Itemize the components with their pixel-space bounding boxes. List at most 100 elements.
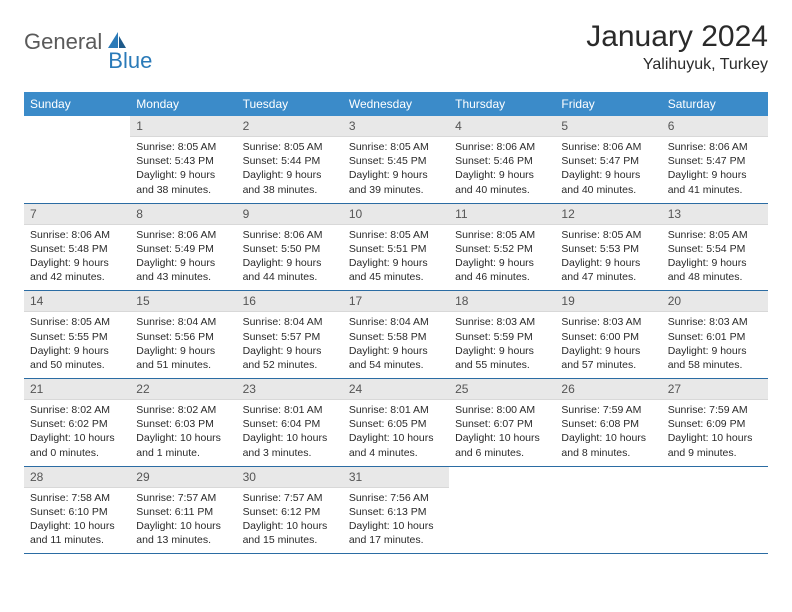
day-details: Sunrise: 7:57 AMSunset: 6:11 PMDaylight:… <box>130 488 236 554</box>
sunset-text: Sunset: 5:44 PM <box>243 154 337 168</box>
sunset-text: Sunset: 5:46 PM <box>455 154 549 168</box>
day-number: 1 <box>130 116 236 137</box>
daylight-text-1: Daylight: 10 hours <box>243 519 337 533</box>
day-number: 23 <box>237 379 343 400</box>
day-cell-2: 2Sunrise: 8:05 AMSunset: 5:44 PMDaylight… <box>237 116 343 203</box>
daylight-text-1: Daylight: 9 hours <box>136 168 230 182</box>
daylight-text-2: and 47 minutes. <box>561 270 655 284</box>
daylight-text-2: and 4 minutes. <box>349 446 443 460</box>
sunrise-text: Sunrise: 8:06 AM <box>561 140 655 154</box>
day-details: Sunrise: 8:01 AMSunset: 6:05 PMDaylight:… <box>343 400 449 466</box>
sunrise-text: Sunrise: 8:05 AM <box>30 315 124 329</box>
day-number: 2 <box>237 116 343 137</box>
day-cell-24: 24Sunrise: 8:01 AMSunset: 6:05 PMDayligh… <box>343 379 449 467</box>
day-cell-14: 14Sunrise: 8:05 AMSunset: 5:55 PMDayligh… <box>24 291 130 379</box>
day-details: Sunrise: 8:04 AMSunset: 5:58 PMDaylight:… <box>343 312 449 378</box>
sunrise-text: Sunrise: 8:06 AM <box>136 228 230 242</box>
sunrise-text: Sunrise: 8:01 AM <box>349 403 443 417</box>
sunset-text: Sunset: 6:00 PM <box>561 330 655 344</box>
day-number: 29 <box>130 467 236 488</box>
daylight-text-1: Daylight: 9 hours <box>455 344 549 358</box>
day-cell-empty: .. <box>662 466 768 554</box>
sunrise-text: Sunrise: 8:00 AM <box>455 403 549 417</box>
weekday-friday: Friday <box>555 92 661 116</box>
sunset-text: Sunset: 6:02 PM <box>30 417 124 431</box>
daylight-text-1: Daylight: 9 hours <box>243 256 337 270</box>
day-details: Sunrise: 8:05 AMSunset: 5:53 PMDaylight:… <box>555 225 661 291</box>
sunrise-text: Sunrise: 7:57 AM <box>243 491 337 505</box>
sunset-text: Sunset: 5:52 PM <box>455 242 549 256</box>
day-cell-16: 16Sunrise: 8:04 AMSunset: 5:57 PMDayligh… <box>237 291 343 379</box>
daylight-text-2: and 39 minutes. <box>349 183 443 197</box>
sunset-text: Sunset: 6:10 PM <box>30 505 124 519</box>
day-cell-23: 23Sunrise: 8:01 AMSunset: 6:04 PMDayligh… <box>237 379 343 467</box>
day-number: 26 <box>555 379 661 400</box>
day-number: 3 <box>343 116 449 137</box>
week-row: ..1Sunrise: 8:05 AMSunset: 5:43 PMDaylig… <box>24 116 768 203</box>
weekday-monday: Monday <box>130 92 236 116</box>
day-number: 11 <box>449 204 555 225</box>
day-details: Sunrise: 8:02 AMSunset: 6:02 PMDaylight:… <box>24 400 130 466</box>
sunrise-text: Sunrise: 8:06 AM <box>455 140 549 154</box>
sunrise-text: Sunrise: 8:02 AM <box>30 403 124 417</box>
day-cell-31: 31Sunrise: 7:56 AMSunset: 6:13 PMDayligh… <box>343 466 449 554</box>
day-cell-20: 20Sunrise: 8:03 AMSunset: 6:01 PMDayligh… <box>662 291 768 379</box>
sunset-text: Sunset: 5:45 PM <box>349 154 443 168</box>
day-details: Sunrise: 8:06 AMSunset: 5:46 PMDaylight:… <box>449 137 555 203</box>
day-cell-7: 7Sunrise: 8:06 AMSunset: 5:48 PMDaylight… <box>24 203 130 291</box>
daylight-text-2: and 40 minutes. <box>455 183 549 197</box>
daylight-text-2: and 38 minutes. <box>136 183 230 197</box>
day-number: 25 <box>449 379 555 400</box>
sunset-text: Sunset: 5:57 PM <box>243 330 337 344</box>
daylight-text-2: and 1 minute. <box>136 446 230 460</box>
day-number: 22 <box>130 379 236 400</box>
daylight-text-2: and 55 minutes. <box>455 358 549 372</box>
day-details: Sunrise: 8:05 AMSunset: 5:44 PMDaylight:… <box>237 137 343 203</box>
sunrise-text: Sunrise: 8:06 AM <box>243 228 337 242</box>
daylight-text-1: Daylight: 9 hours <box>349 344 443 358</box>
daylight-text-2: and 51 minutes. <box>136 358 230 372</box>
sunrise-text: Sunrise: 7:59 AM <box>561 403 655 417</box>
day-number: 18 <box>449 291 555 312</box>
sunset-text: Sunset: 5:43 PM <box>136 154 230 168</box>
sunrise-text: Sunrise: 8:04 AM <box>243 315 337 329</box>
day-number: 4 <box>449 116 555 137</box>
week-row: 21Sunrise: 8:02 AMSunset: 6:02 PMDayligh… <box>24 379 768 467</box>
day-cell-5: 5Sunrise: 8:06 AMSunset: 5:47 PMDaylight… <box>555 116 661 203</box>
sunrise-text: Sunrise: 8:01 AM <box>243 403 337 417</box>
calendar-table: SundayMondayTuesdayWednesdayThursdayFrid… <box>24 92 768 554</box>
sunset-text: Sunset: 6:07 PM <box>455 417 549 431</box>
sunset-text: Sunset: 5:54 PM <box>668 242 762 256</box>
day-number: 31 <box>343 467 449 488</box>
daylight-text-1: Daylight: 10 hours <box>349 519 443 533</box>
day-cell-8: 8Sunrise: 8:06 AMSunset: 5:49 PMDaylight… <box>130 203 236 291</box>
daylight-text-1: Daylight: 9 hours <box>30 256 124 270</box>
daylight-text-2: and 15 minutes. <box>243 533 337 547</box>
sunrise-text: Sunrise: 8:05 AM <box>349 228 443 242</box>
daylight-text-2: and 50 minutes. <box>30 358 124 372</box>
daylight-text-1: Daylight: 9 hours <box>349 256 443 270</box>
sunrise-text: Sunrise: 8:05 AM <box>561 228 655 242</box>
week-row: 28Sunrise: 7:58 AMSunset: 6:10 PMDayligh… <box>24 466 768 554</box>
week-row: 14Sunrise: 8:05 AMSunset: 5:55 PMDayligh… <box>24 291 768 379</box>
sunrise-text: Sunrise: 8:05 AM <box>349 140 443 154</box>
sunrise-text: Sunrise: 7:58 AM <box>30 491 124 505</box>
day-number: 14 <box>24 291 130 312</box>
day-cell-6: 6Sunrise: 8:06 AMSunset: 5:47 PMDaylight… <box>662 116 768 203</box>
daylight-text-1: Daylight: 10 hours <box>243 431 337 445</box>
day-number: 8 <box>130 204 236 225</box>
header: General Blue January 2024 Yalihuyuk, Tur… <box>24 20 768 74</box>
daylight-text-2: and 58 minutes. <box>668 358 762 372</box>
daylight-text-2: and 11 minutes. <box>30 533 124 547</box>
day-details: Sunrise: 8:06 AMSunset: 5:50 PMDaylight:… <box>237 225 343 291</box>
daylight-text-2: and 13 minutes. <box>136 533 230 547</box>
day-cell-4: 4Sunrise: 8:06 AMSunset: 5:46 PMDaylight… <box>449 116 555 203</box>
daylight-text-2: and 42 minutes. <box>30 270 124 284</box>
daylight-text-2: and 38 minutes. <box>243 183 337 197</box>
daylight-text-2: and 6 minutes. <box>455 446 549 460</box>
daylight-text-2: and 43 minutes. <box>136 270 230 284</box>
day-cell-29: 29Sunrise: 7:57 AMSunset: 6:11 PMDayligh… <box>130 466 236 554</box>
day-number: 12 <box>555 204 661 225</box>
day-cell-empty: .. <box>555 466 661 554</box>
daylight-text-1: Daylight: 9 hours <box>243 168 337 182</box>
